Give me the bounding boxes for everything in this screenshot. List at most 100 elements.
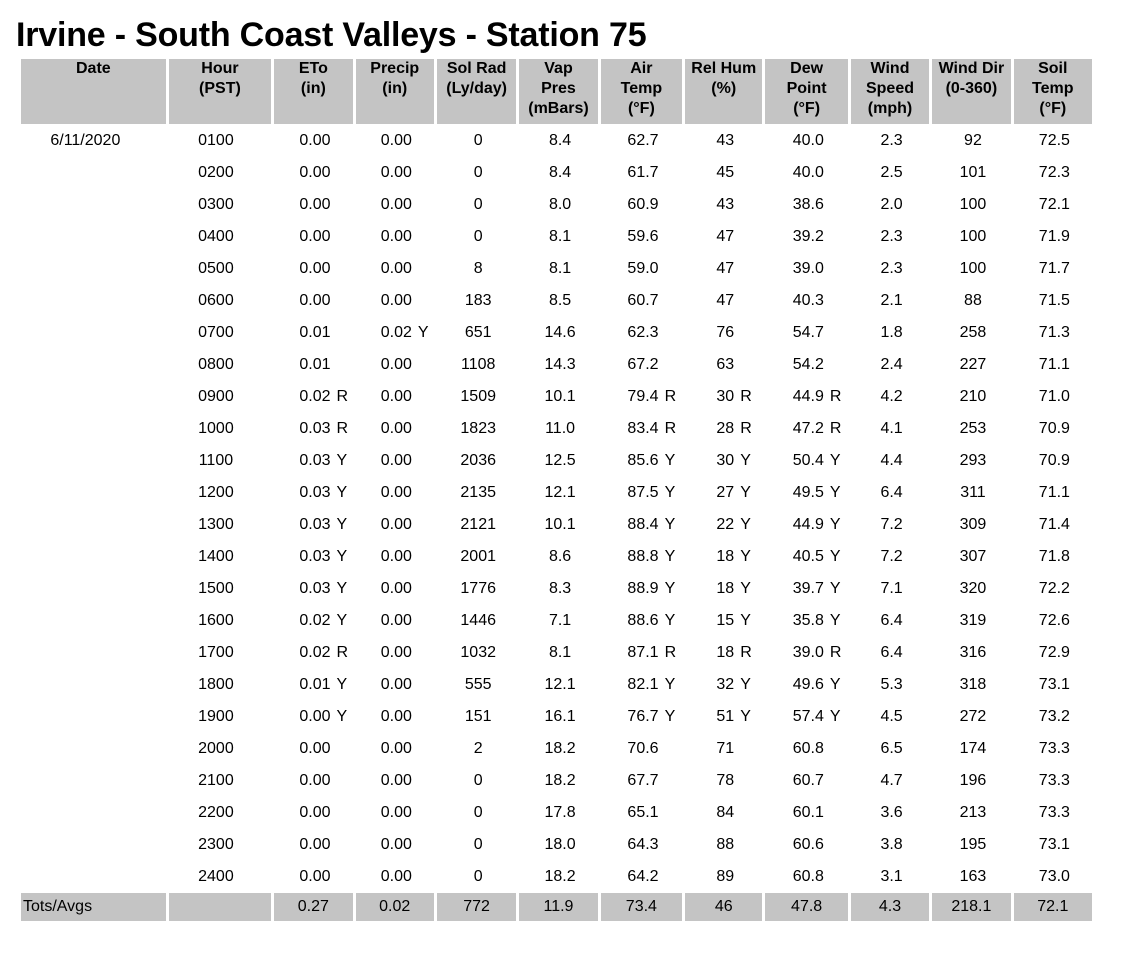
cell-value: 100 xyxy=(959,228,987,245)
cell-value: 2001 xyxy=(460,548,496,565)
cell-value: 10.1 xyxy=(544,388,576,405)
column-header-line: Dew xyxy=(790,60,824,77)
sol-rad-cell: 0 xyxy=(437,797,516,829)
cell-value: 1032 xyxy=(460,644,496,661)
soil-temp-cell: 71.8 xyxy=(1014,541,1092,573)
wind-dir-cell: 210 xyxy=(932,381,1010,413)
cell-value: 174 xyxy=(959,740,987,757)
cell-value: 0.00 xyxy=(380,516,412,533)
qc-flag: R xyxy=(336,644,349,661)
column-header-line: (Ly/day) xyxy=(446,80,507,97)
column-header-line: (°F) xyxy=(627,100,655,117)
air-temp-cell: 62.3 xyxy=(601,317,682,349)
precip-cell: 0.00 xyxy=(356,765,434,797)
qc-flag: R xyxy=(740,644,752,661)
cell-value: 253 xyxy=(959,420,987,437)
qc-flag: R xyxy=(829,420,842,437)
sol-rad-cell: 0 xyxy=(437,829,516,861)
cell-value: 0.00 xyxy=(380,836,412,853)
column-header: Hour (PST) xyxy=(168,59,272,124)
wind-speed-cell: 3.6 xyxy=(851,797,929,829)
wind-speed-cell: 2.3 xyxy=(851,221,929,253)
cell-value: 73.1 xyxy=(1038,836,1070,853)
cell-value: 555 xyxy=(464,676,492,693)
cell-value: 0 xyxy=(473,131,483,149)
cell-value: 60.8 xyxy=(792,740,824,757)
rel-hum-cell: 30 R xyxy=(685,381,762,413)
rel-hum-cell: 28 R xyxy=(685,413,762,445)
cell-value: 30 xyxy=(716,388,735,405)
cell-value: 28 xyxy=(716,420,735,437)
qc-flag: Y xyxy=(740,708,751,725)
cell-value: 73.0 xyxy=(1038,868,1070,885)
rel-hum-cell: 22 Y xyxy=(685,509,762,541)
cell-value: 61.7 xyxy=(627,164,659,181)
table-row: 0500 0.00 0.00 8 8.1 59.0 47 39.0 2.3 100 71.7 xyxy=(21,253,1092,285)
cell-value: 89 xyxy=(716,868,735,885)
air-temp-cell: 82.1 Y xyxy=(601,669,682,701)
wind-dir-cell: 174 xyxy=(932,733,1010,765)
air-temp-cell: 59.6 xyxy=(601,221,682,253)
qc-flag: Y xyxy=(664,484,676,501)
wind-dir-cell: 100 xyxy=(932,221,1010,253)
cell-value: 3.8 xyxy=(880,836,903,853)
cell-value: 0.02 xyxy=(299,612,331,629)
cell-value: 88.6 xyxy=(627,612,659,629)
date-cell xyxy=(21,733,166,765)
qc-flag: Y xyxy=(336,580,348,597)
column-header-line: Temp xyxy=(620,80,663,97)
soil-temp-cell: 71.4 xyxy=(1014,509,1092,541)
eto-cell: 0.00 xyxy=(274,733,352,765)
cell-value: 1823 xyxy=(460,420,496,437)
eto-cell: 0.03 R xyxy=(274,413,352,445)
sol-rad-cell: 0 xyxy=(437,157,516,189)
cell-value: 49.6 xyxy=(792,676,824,693)
date-cell xyxy=(21,861,166,893)
cell-value: 47 xyxy=(716,228,735,245)
cell-value: 64.2 xyxy=(627,868,659,885)
sol-rad-cell: 2 xyxy=(437,733,516,765)
wind-speed-cell: 2.4 xyxy=(851,349,929,381)
cell-value: 64.3 xyxy=(627,836,659,853)
qc-flag: Y xyxy=(664,676,676,693)
wind-speed-cell: 5.3 xyxy=(851,669,929,701)
cell-value: 54.7 xyxy=(792,324,824,341)
dew-point-cell: 44.9 R xyxy=(765,381,847,413)
cell-value: 44.9 xyxy=(792,388,824,405)
cell-value: 8.1 xyxy=(548,644,572,661)
hour-cell: 1700 xyxy=(198,644,234,661)
cell-value: 71 xyxy=(716,740,735,757)
date-cell xyxy=(21,189,166,221)
cell-value: 67.2 xyxy=(627,356,659,373)
rel-hum-cell: 18 Y xyxy=(685,573,762,605)
totals-value: 72.1 xyxy=(1013,893,1092,921)
cell-value: 6.4 xyxy=(880,644,903,661)
wind-dir-cell: 196 xyxy=(932,765,1010,797)
cell-value: 0.00 xyxy=(299,740,331,757)
wind-speed-cell: 2.5 xyxy=(851,157,929,189)
cell-value: 18 xyxy=(716,548,735,565)
wind-dir-cell: 100 xyxy=(932,189,1010,221)
eto-cell: 0.03 Y xyxy=(274,445,352,477)
cell-value: 17.8 xyxy=(544,804,576,821)
soil-temp-cell: 71.3 xyxy=(1014,317,1092,349)
qc-flag: Y xyxy=(664,548,676,565)
qc-flag: Y xyxy=(336,484,348,501)
rel-hum-cell: 51 Y xyxy=(685,701,762,733)
totals-value: 4.3 xyxy=(850,893,930,921)
cell-value: 258 xyxy=(959,324,987,341)
cell-value: 0 xyxy=(473,804,483,821)
cell-value: 8.4 xyxy=(548,164,572,181)
column-header-line: (in) xyxy=(382,80,408,97)
qc-flag: Y xyxy=(336,612,348,629)
cell-value: 0.02 xyxy=(299,644,331,661)
column-header-line: Wind Dir xyxy=(938,60,1005,77)
cell-value: 0.00 xyxy=(380,644,412,661)
date-cell xyxy=(21,317,166,349)
cell-value: 0.00 xyxy=(299,868,331,885)
cell-value: 5.3 xyxy=(880,676,903,693)
vap-pres-cell: 8.1 xyxy=(519,253,597,285)
column-header: Sol Rad (Ly/day) xyxy=(436,59,517,124)
cell-value: 8.6 xyxy=(548,548,572,565)
column-header: Wind Speed (mph) xyxy=(850,59,930,124)
